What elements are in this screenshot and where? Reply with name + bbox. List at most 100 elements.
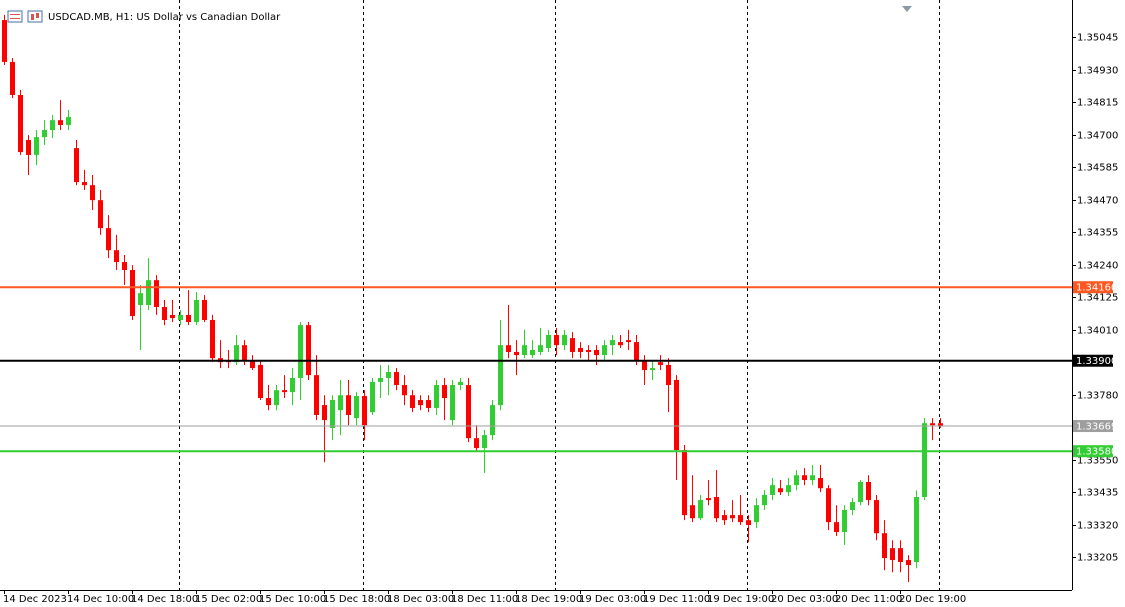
candle-body xyxy=(530,349,535,356)
candle-body xyxy=(938,423,943,427)
candle-body xyxy=(826,488,831,523)
candle-body xyxy=(538,345,543,352)
y-tick-label: 1.34010 xyxy=(1077,326,1118,337)
candle-body xyxy=(354,396,359,419)
candle-body xyxy=(658,362,663,365)
candle-body xyxy=(26,139,31,155)
candle-body xyxy=(930,423,935,426)
candle-body xyxy=(850,502,855,510)
candle-body xyxy=(130,269,135,317)
candle-body xyxy=(450,385,455,421)
candle-body xyxy=(458,381,463,386)
y-tick-label: 1.34815 xyxy=(1077,98,1118,109)
candle-body xyxy=(210,320,215,359)
candle-body xyxy=(66,117,71,125)
candle-body xyxy=(122,262,127,270)
candle-body xyxy=(762,495,767,506)
icon xyxy=(7,10,23,23)
candle-body xyxy=(138,293,143,306)
candle-body xyxy=(594,349,599,356)
icon xyxy=(31,14,34,20)
x-tick-label: 14 Dec 18:00 xyxy=(131,594,198,603)
candle-body xyxy=(154,280,159,308)
candle-body xyxy=(290,377,295,393)
candle-body xyxy=(258,364,263,399)
x-tick-label: 15 Dec 18:00 xyxy=(323,594,390,603)
x-tick-label: 19 Dec 19:00 xyxy=(707,594,774,603)
candle-body xyxy=(298,325,303,378)
candle-body xyxy=(266,398,271,406)
x-tick-label: 18 Dec 03:00 xyxy=(387,594,454,603)
price-level-box xyxy=(1073,445,1113,458)
candle-body xyxy=(370,381,375,413)
icon xyxy=(36,13,39,18)
y-tick-label: 1.34930 xyxy=(1077,66,1118,77)
candle-body xyxy=(786,485,791,493)
candle-body xyxy=(570,338,575,352)
candle-body xyxy=(162,307,167,321)
y-tick-label: 1.35045 xyxy=(1077,33,1118,44)
candle-body xyxy=(890,548,895,561)
candle-body xyxy=(666,364,671,386)
candle-body xyxy=(874,500,879,534)
candle-body xyxy=(34,137,39,155)
candle-body xyxy=(186,314,191,322)
candle-body xyxy=(818,478,823,489)
chart-title: USDCAD.MB, H1: US Dollar vs Canadian Dol… xyxy=(48,12,281,23)
x-tick-label: 14 Dec 10:00 xyxy=(67,594,134,603)
candle-body xyxy=(514,351,519,356)
candle-body xyxy=(682,450,687,516)
candle-body xyxy=(10,61,15,95)
candle-body xyxy=(866,482,871,501)
candle-body xyxy=(882,533,887,559)
x-tick-label: 15 Dec 10:00 xyxy=(259,594,326,603)
candle-body xyxy=(906,560,911,566)
candle-body xyxy=(42,130,47,138)
y-tick-label: 1.33780 xyxy=(1077,391,1118,402)
candle-body xyxy=(778,488,783,493)
x-tick-label: 19 Dec 03:00 xyxy=(579,594,646,603)
candle-body xyxy=(578,348,583,352)
candle-body xyxy=(418,400,423,406)
candle-body xyxy=(170,314,175,319)
shift-marker xyxy=(902,6,912,12)
y-tick-label: 1.34585 xyxy=(1077,163,1118,174)
candle-body xyxy=(914,496,919,563)
price-level-label: 1.33580 xyxy=(1076,447,1117,458)
candle-body xyxy=(378,377,383,382)
x-tick-label: 14 Dec 2023 xyxy=(3,594,67,603)
candle-body xyxy=(98,200,103,229)
y-tick-label: 1.33205 xyxy=(1077,553,1118,564)
candle-body xyxy=(562,335,567,346)
header-icons xyxy=(7,10,43,23)
candle-body xyxy=(282,390,287,393)
candle-body xyxy=(754,505,759,523)
candle-body xyxy=(74,148,79,183)
candle-body xyxy=(690,505,695,519)
candle-body xyxy=(146,280,151,306)
candle-body xyxy=(386,372,391,378)
y-tick-label: 1.34125 xyxy=(1077,293,1118,304)
candle-body xyxy=(314,375,319,416)
candle-body xyxy=(714,496,719,519)
candle-body xyxy=(322,405,327,421)
candle-body xyxy=(466,385,471,439)
candle-body xyxy=(18,94,23,153)
candle-body xyxy=(114,250,119,263)
candle-body xyxy=(730,515,735,519)
candle-body xyxy=(626,340,631,343)
candle-body xyxy=(802,475,807,481)
candle-body xyxy=(362,396,367,426)
x-tick-label: 20 Dec 11:00 xyxy=(835,594,902,603)
y-tick-label: 1.34470 xyxy=(1077,196,1118,207)
candle-body xyxy=(346,395,351,416)
candle-body xyxy=(770,485,775,496)
candle-body xyxy=(442,385,447,399)
candle-body xyxy=(410,395,415,408)
candle-body xyxy=(634,342,639,361)
price-level-label: 1.33669 xyxy=(1076,422,1117,433)
candle-body xyxy=(434,385,439,408)
